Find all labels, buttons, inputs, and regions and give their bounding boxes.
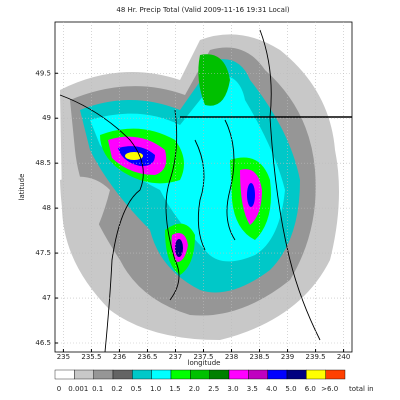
colorbar-swatch xyxy=(286,369,307,380)
x-tick-label: 237.5 xyxy=(193,353,213,361)
colorbar-label: 4.0 xyxy=(266,385,277,393)
colorbar-label: 3.5 xyxy=(247,385,258,393)
colorbar-label: 5.0 xyxy=(285,385,296,393)
x-tick-label: 240 xyxy=(337,353,350,361)
colorbar-label: 0.2 xyxy=(111,385,122,393)
precip-field xyxy=(60,34,339,340)
colorbar-label: 2.5 xyxy=(208,385,219,393)
colorbar-swatch xyxy=(74,369,94,380)
colorbar-swatch xyxy=(228,369,249,380)
x-tick-label: 236.5 xyxy=(137,353,157,361)
colorbar-label: 3.0 xyxy=(227,385,238,393)
y-axis-label: latitude xyxy=(18,174,26,201)
colorbar-swatch xyxy=(151,369,172,380)
y-tick-label: 47 xyxy=(42,294,51,302)
colorbar-swatch xyxy=(248,369,268,380)
y-tick-label: 48 xyxy=(42,204,51,212)
y-tick-label: 46.5 xyxy=(35,339,51,347)
colorbar-label: >6.0 xyxy=(321,385,338,393)
colorbar-swatch xyxy=(132,369,152,380)
x-tick-label: 237 xyxy=(169,353,182,361)
colorbar-label: 1.5 xyxy=(169,385,180,393)
colorbar-swatch xyxy=(170,369,191,380)
colorbar-label: 1.0 xyxy=(150,385,161,393)
y-tick-label: 49 xyxy=(42,114,51,122)
colorbar-swatch xyxy=(267,369,288,380)
colorbar-swatch xyxy=(54,369,75,380)
colorbar-label: 0.5 xyxy=(131,385,142,393)
y-tick-label: 49.5 xyxy=(35,69,51,77)
colorbar-swatch xyxy=(190,369,210,380)
colorbar-swatch xyxy=(112,369,133,380)
y-tick-label: 47.5 xyxy=(35,249,51,257)
x-tick-label: 235.5 xyxy=(81,353,101,361)
x-tick-label: 238 xyxy=(225,353,238,361)
y-tick-label: 48.5 xyxy=(35,159,51,167)
chart-title: 48 Hr. Precip Total (Valid 2009-11-16 19… xyxy=(116,6,290,14)
colorbar-label: 2.0 xyxy=(189,385,200,393)
colorbar-label: 0.1 xyxy=(92,385,103,393)
x-tick-label: 238.5 xyxy=(250,353,270,361)
colorbar-swatch xyxy=(325,369,346,380)
x-tick-label: 239.5 xyxy=(306,353,326,361)
colorbar-label: 6.0 xyxy=(305,385,316,393)
colorbar-swatch xyxy=(93,369,114,380)
colorbar-unit: total in xyxy=(349,385,374,393)
colorbar-label: 0 xyxy=(57,385,61,393)
colorbar-swatch xyxy=(209,369,230,380)
colorbar-label: 0.001 xyxy=(68,385,88,393)
coastlines xyxy=(59,29,352,352)
x-tick-label: 236 xyxy=(113,353,127,361)
x-tick-label: 235 xyxy=(57,353,70,361)
x-axis-label: longitude xyxy=(188,359,221,367)
x-tick-label: 239 xyxy=(281,353,294,361)
colorbar-swatch xyxy=(306,369,326,380)
